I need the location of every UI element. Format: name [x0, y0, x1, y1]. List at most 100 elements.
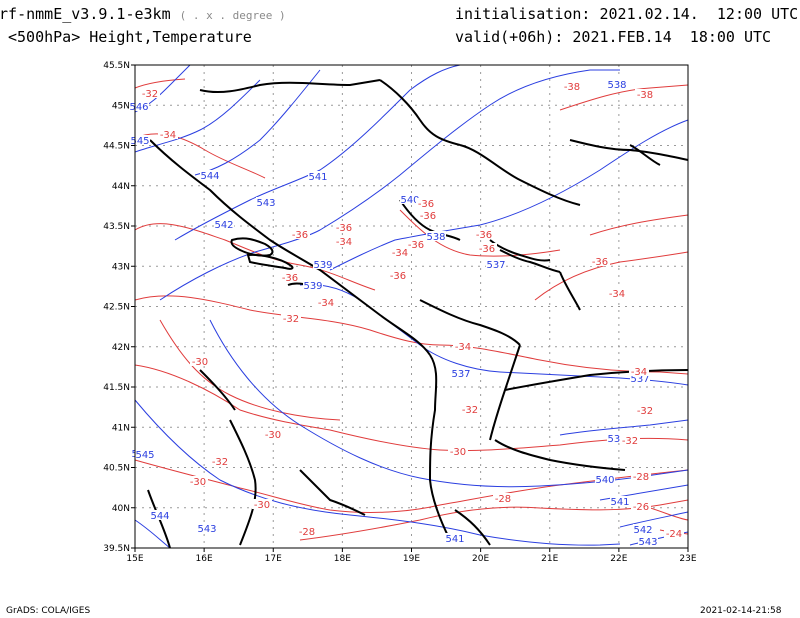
lat-tick-label: 43.5N: [103, 222, 130, 232]
temperature-contour-label-bg: [607, 288, 627, 298]
height-contour-label-bg: [197, 523, 217, 533]
temperature-contour-label-bg: [263, 429, 283, 439]
temperature-contour-label-bg: [631, 471, 651, 481]
height-contour-label: 543: [256, 198, 275, 209]
lat-tick-label: 44N: [112, 182, 130, 192]
height-contour-label-bg: [426, 231, 446, 241]
height-contour-label: 537: [630, 374, 649, 385]
height-contour-label: 545: [130, 136, 149, 147]
height-contour-label-bg: [129, 101, 149, 111]
height-contour-label: 538: [607, 80, 626, 91]
temperature-contour-label: -36: [292, 230, 308, 241]
lon-tick-label: 20E: [472, 554, 489, 564]
lon-tick-label: 19E: [403, 554, 420, 564]
temperature-contour-label-bg: [562, 81, 582, 91]
lat-tick-label: 39.5N: [103, 544, 130, 554]
height-contour-label-bg: [638, 536, 658, 546]
height-contour-label-bg: [630, 373, 650, 383]
temperature-contour-label: -30: [265, 430, 281, 441]
temperature-contour-label-bg: [290, 229, 310, 239]
lon-tick-label: 21E: [541, 554, 558, 564]
temperature-contour-label-bg: [252, 499, 272, 509]
lat-tick-label: 43N: [112, 262, 130, 272]
temperature-contour-label-bg: [590, 256, 610, 266]
height-contour-label-bg: [607, 79, 627, 89]
height-contour-label: 543: [638, 537, 657, 548]
temperature-contour-label-bg: [448, 446, 468, 456]
height-contour-label-bg: [130, 135, 150, 145]
temperature-contour-label: -36: [592, 257, 608, 268]
height-contour-label: 540: [400, 195, 419, 206]
height-contour-label-bg: [451, 368, 471, 378]
model-subtitle: ( . x . degree ): [179, 9, 286, 22]
lat-tick-label: 40.5N: [103, 464, 130, 474]
height-contour-label: 540: [595, 475, 614, 486]
init-time: initialisation: 2021.02.14. 12:00 UTC: [455, 5, 799, 23]
temperature-contour-label: -36: [408, 240, 424, 251]
height-contour-label-bg: [308, 171, 328, 181]
height-contour-label: 541: [445, 534, 464, 545]
footer-credit: GrADS: COLA/IGES: [6, 606, 91, 616]
lat-tick-label: 41N: [112, 423, 130, 433]
height-contour-label: 544: [200, 171, 219, 182]
height-contour-label: 539: [303, 281, 322, 292]
model-title: wrf-nmmE_v3.9.1-e3km ( . x . degree ): [0, 5, 286, 23]
temperature-contour-label: -32: [637, 406, 653, 417]
height-contour-label-bg: [445, 533, 465, 543]
height-contour-label-bg: [610, 496, 630, 506]
temperature-contour-label: -34: [455, 342, 471, 353]
temperature-contour-label-bg: [388, 270, 408, 280]
height-contour-label-bg: [595, 474, 615, 484]
height-contour-label: 542: [214, 220, 233, 231]
temperature-contour-label: -32: [212, 457, 228, 468]
latitude-axis: 45.5N 45N 44.5N 44N 43.5N 43N 42.5N 42N 41.5N 41N…: [103, 61, 135, 554]
height-contour-label: 539: [313, 260, 332, 271]
height-contour-label-bg: [633, 524, 653, 534]
temperature-contour-label-bg: [453, 341, 473, 351]
height-contour-label: 543: [197, 524, 216, 535]
temperature-contour-label: -32: [142, 89, 158, 100]
height-contour-label: 537: [451, 369, 470, 380]
temperature-contour-label-bg: [297, 526, 317, 536]
map-frame: [134, 64, 689, 549]
temperature-contour-label-bg: [210, 456, 230, 466]
coastlines: [147, 79, 689, 549]
temperature-contour-label-bg: [158, 129, 178, 139]
lon-tick-label: 23E: [679, 554, 696, 564]
longitude-axis: 15E 16E 17E 18E 19E 20E 21E 22E 23E: [126, 548, 697, 564]
temperature-contour-label-bg: [281, 313, 301, 323]
temperature-contour-label: -36: [418, 199, 434, 210]
lon-tick-label: 18E: [334, 554, 351, 564]
height-contour-label-bg: [313, 259, 333, 269]
height-contour-label: 541: [610, 497, 629, 508]
lat-tick-label: 42N: [112, 343, 130, 353]
footer-timestamp: 2021-02-14-21:58: [700, 606, 782, 616]
temperature-contour-label: -28: [299, 527, 315, 538]
temperature-contour-label: -36: [479, 244, 495, 255]
temperature-contour-label: -28: [495, 494, 511, 505]
temperature-contour-label-bg: [474, 229, 494, 239]
lat-tick-label: 45N: [112, 101, 130, 111]
height-contour-label: 537: [607, 434, 626, 445]
temperature-contour-label: -36: [420, 211, 436, 222]
height-contour-label: 546: [129, 102, 148, 113]
temperature-contour-label: -32: [462, 405, 478, 416]
temperature-contour-label-bg: [493, 493, 513, 503]
temperature-contour-label: -36: [390, 271, 406, 282]
height-contour-label: 538: [426, 232, 445, 243]
temperature-contour-label-bg: [316, 297, 336, 307]
height-contour-label-bg: [214, 219, 234, 229]
height-contour-label-bg: [135, 449, 155, 459]
temperature-contour-label-bg: [190, 356, 210, 366]
height-contour-label: 545: [135, 450, 154, 461]
temperature-contour-label-bg: [635, 89, 655, 99]
temperature-contour-label-bg: [664, 528, 684, 538]
height-contour-label: 544: [150, 511, 169, 522]
height-contour-label-bg: [200, 170, 220, 180]
temperature-contour-label-bg: [418, 210, 438, 220]
temperature-contour-label: -24: [666, 529, 682, 540]
lat-tick-label: 44.5N: [103, 142, 130, 152]
height-contour-label-bg: [400, 194, 420, 204]
lat-tick-label: 42.5N: [103, 303, 130, 313]
lon-tick-label: 16E: [196, 554, 213, 564]
